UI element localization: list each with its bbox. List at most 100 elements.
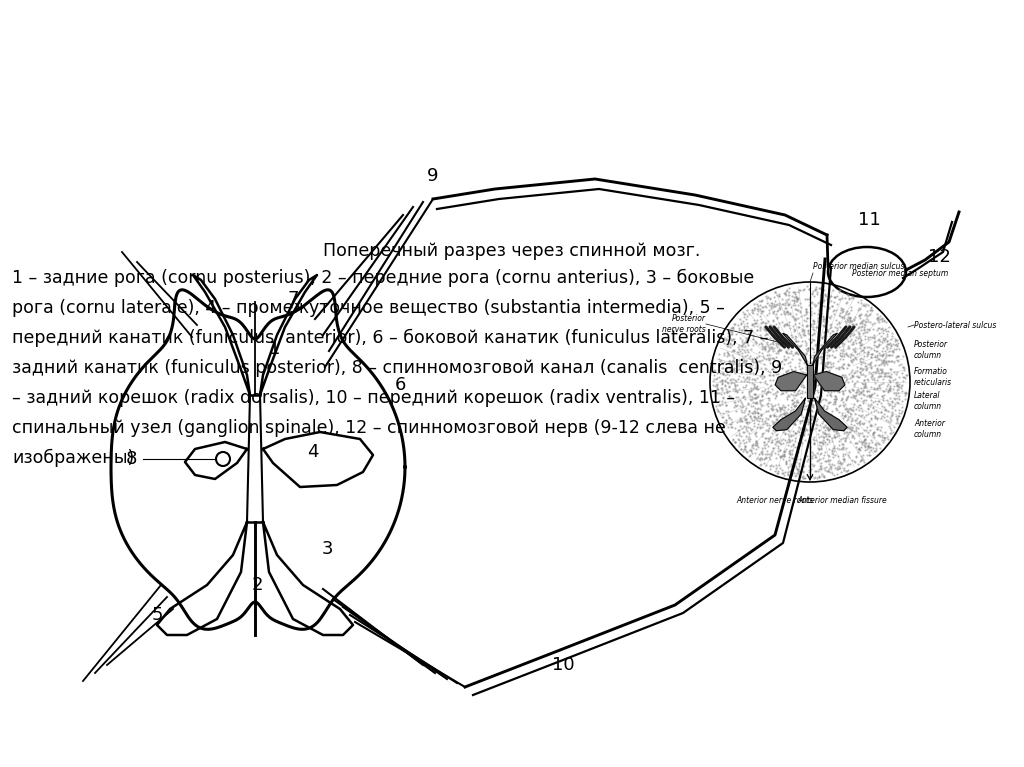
Point	[759, 332, 775, 344]
Point	[738, 371, 755, 384]
Point	[735, 338, 752, 351]
Point	[861, 446, 878, 458]
Point	[855, 324, 871, 337]
Point	[780, 337, 797, 350]
Point	[778, 346, 795, 358]
Point	[884, 408, 900, 420]
Point	[874, 394, 891, 407]
Point	[879, 338, 895, 351]
Point	[874, 344, 891, 357]
Point	[737, 393, 754, 405]
Point	[873, 313, 890, 325]
Point	[746, 407, 763, 419]
Point	[870, 334, 887, 347]
Point	[742, 323, 759, 335]
Point	[749, 303, 765, 315]
Point	[845, 404, 861, 416]
Point	[744, 414, 761, 426]
Point	[751, 346, 767, 358]
Point	[748, 334, 764, 347]
Point	[829, 420, 846, 433]
Point	[771, 358, 787, 370]
Point	[755, 304, 771, 317]
Point	[817, 403, 834, 415]
Point	[808, 362, 824, 374]
Point	[866, 410, 883, 423]
Point	[790, 378, 806, 390]
Point	[862, 360, 879, 373]
Point	[768, 459, 784, 472]
Point	[715, 362, 731, 374]
Point	[854, 405, 870, 417]
Point	[720, 355, 736, 367]
Point	[779, 461, 796, 473]
Point	[881, 354, 897, 367]
Point	[715, 375, 731, 387]
Point	[824, 283, 841, 295]
Point	[726, 351, 742, 364]
Point	[766, 418, 782, 430]
Point	[848, 337, 864, 350]
Point	[889, 411, 905, 423]
Point	[769, 432, 785, 444]
Point	[819, 389, 836, 401]
Point	[740, 346, 757, 358]
Point	[799, 345, 815, 357]
Point	[793, 465, 809, 477]
Point	[773, 408, 790, 420]
Point	[838, 432, 854, 444]
Point	[841, 307, 857, 319]
Point	[785, 387, 802, 399]
Point	[839, 314, 855, 327]
Point	[840, 413, 856, 425]
Point	[809, 428, 825, 440]
Point	[817, 358, 834, 370]
Point	[719, 347, 735, 359]
Point	[870, 328, 887, 340]
Point	[880, 325, 896, 337]
Point	[851, 443, 867, 455]
Point	[847, 436, 863, 449]
Point	[887, 335, 903, 347]
Point	[815, 431, 831, 443]
Point	[820, 423, 837, 436]
Point	[865, 400, 882, 413]
Point	[802, 387, 818, 399]
Point	[842, 372, 858, 384]
Point	[779, 357, 796, 369]
Point	[860, 346, 877, 358]
Point	[770, 448, 786, 460]
Point	[857, 379, 873, 391]
Point	[785, 400, 802, 412]
Point	[753, 331, 769, 343]
Point	[876, 359, 892, 371]
Point	[818, 324, 835, 337]
Point	[764, 415, 780, 427]
Point	[864, 429, 881, 441]
Point	[774, 298, 791, 310]
Text: Formatio
reticularis: Formatio reticularis	[914, 367, 952, 387]
Point	[806, 324, 822, 336]
Point	[762, 453, 778, 465]
Point	[821, 376, 838, 388]
Point	[777, 287, 794, 299]
Point	[828, 461, 845, 473]
Point	[820, 396, 837, 408]
Point	[756, 358, 772, 370]
Point	[749, 362, 765, 374]
Point	[772, 377, 788, 390]
Point	[819, 397, 836, 410]
Point	[785, 408, 802, 420]
Point	[741, 308, 758, 320]
Point	[838, 465, 854, 477]
Point	[744, 328, 761, 341]
Point	[803, 413, 819, 425]
Point	[787, 324, 804, 336]
Point	[805, 315, 821, 328]
Point	[828, 322, 845, 334]
Point	[760, 364, 776, 377]
Point	[808, 397, 824, 409]
Point	[721, 337, 737, 349]
Polygon shape	[813, 371, 845, 390]
Point	[813, 463, 829, 475]
